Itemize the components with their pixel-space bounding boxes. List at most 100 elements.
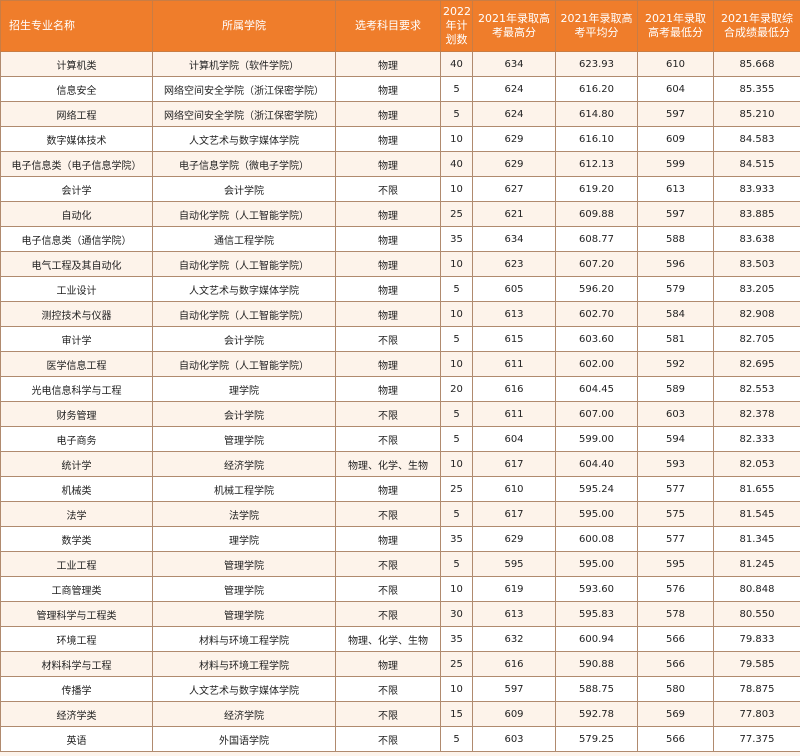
header-min-composite: 2021年录取综合成绩最低分 xyxy=(713,0,800,52)
cell-max-score: 617 xyxy=(472,451,556,477)
cell-subject-requirement: 物理 xyxy=(335,151,441,177)
cell-avg-score: 614.80 xyxy=(555,101,638,127)
cell-min-score: 577 xyxy=(637,476,714,502)
table-row: 审计学 会计学院 不限 5 615 603.60 581 82.705 xyxy=(0,326,800,352)
cell-major-name: 环境工程 xyxy=(0,626,153,652)
cell-avg-score: 595.00 xyxy=(555,551,638,577)
header-avg-score: 2021年录取高考平均分 xyxy=(555,0,638,52)
cell-major-name: 信息安全 xyxy=(0,76,153,102)
cell-college: 会计学院 xyxy=(152,176,336,202)
cell-min-score: 593 xyxy=(637,451,714,477)
cell-plan-count: 35 xyxy=(440,526,473,552)
cell-college: 机械工程学院 xyxy=(152,476,336,502)
cell-max-score: 613 xyxy=(472,601,556,627)
table-row: 电子商务 管理学院 不限 5 604 599.00 594 82.333 xyxy=(0,426,800,452)
cell-min-composite: 83.885 xyxy=(713,201,800,227)
cell-max-score: 619 xyxy=(472,576,556,602)
table-body: 计算机类 计算机学院（软件学院） 物理 40 634 623.93 610 85.668 信息安… xyxy=(0,51,800,752)
header-min-score: 2021年录取高考最低分 xyxy=(637,0,714,52)
cell-plan-count: 40 xyxy=(440,51,473,77)
cell-subject-requirement: 物理 xyxy=(335,51,441,77)
cell-min-composite: 79.585 xyxy=(713,651,800,677)
cell-major-name: 材料科学与工程 xyxy=(0,651,153,677)
cell-max-score: 629 xyxy=(472,526,556,552)
cell-plan-count: 40 xyxy=(440,151,473,177)
cell-avg-score: 595.24 xyxy=(555,476,638,502)
cell-plan-count: 20 xyxy=(440,376,473,402)
cell-min-score: 566 xyxy=(637,726,714,752)
cell-avg-score: 602.70 xyxy=(555,301,638,327)
cell-max-score: 632 xyxy=(472,626,556,652)
cell-avg-score: 600.94 xyxy=(555,626,638,652)
cell-college: 法学院 xyxy=(152,501,336,527)
cell-plan-count: 5 xyxy=(440,101,473,127)
cell-min-score: 596 xyxy=(637,251,714,277)
cell-avg-score: 593.60 xyxy=(555,576,638,602)
cell-min-composite: 85.668 xyxy=(713,51,800,77)
cell-max-score: 634 xyxy=(472,51,556,77)
table-row: 英语 外国语学院 不限 5 603 579.25 566 77.375 xyxy=(0,726,800,752)
cell-max-score: 629 xyxy=(472,151,556,177)
cell-subject-requirement: 不限 xyxy=(335,551,441,577)
cell-subject-requirement: 物理、化学、生物 xyxy=(335,451,441,477)
cell-major-name: 医学信息工程 xyxy=(0,351,153,377)
cell-min-score: 610 xyxy=(637,51,714,77)
table-row: 统计学 经济学院 物理、化学、生物 10 617 604.40 593 82.053 xyxy=(0,451,800,477)
cell-max-score: 613 xyxy=(472,301,556,327)
cell-avg-score: 599.00 xyxy=(555,426,638,452)
cell-min-score: 604 xyxy=(637,76,714,102)
cell-major-name: 工业工程 xyxy=(0,551,153,577)
cell-min-composite: 80.848 xyxy=(713,576,800,602)
cell-subject-requirement: 物理 xyxy=(335,76,441,102)
cell-plan-count: 25 xyxy=(440,651,473,677)
cell-min-score: 578 xyxy=(637,601,714,627)
cell-plan-count: 10 xyxy=(440,126,473,152)
cell-max-score: 610 xyxy=(472,476,556,502)
table-row: 数学类 理学院 物理 35 629 600.08 577 81.345 xyxy=(0,526,800,552)
cell-min-score: 566 xyxy=(637,651,714,677)
cell-subject-requirement: 物理 xyxy=(335,101,441,127)
cell-avg-score: 588.75 xyxy=(555,676,638,702)
cell-avg-score: 590.88 xyxy=(555,651,638,677)
cell-min-score: 589 xyxy=(637,376,714,402)
cell-subject-requirement: 物理 xyxy=(335,526,441,552)
cell-min-composite: 84.583 xyxy=(713,126,800,152)
cell-major-name: 机械类 xyxy=(0,476,153,502)
cell-max-score: 624 xyxy=(472,76,556,102)
cell-avg-score: 600.08 xyxy=(555,526,638,552)
cell-college: 经济学院 xyxy=(152,451,336,477)
cell-min-score: 579 xyxy=(637,276,714,302)
cell-min-composite: 77.375 xyxy=(713,726,800,752)
cell-major-name: 电子信息类（通信学院） xyxy=(0,226,153,252)
table-row: 工商管理类 管理学院 不限 10 619 593.60 576 80.848 xyxy=(0,576,800,602)
cell-min-score: 584 xyxy=(637,301,714,327)
cell-avg-score: 604.45 xyxy=(555,376,638,402)
cell-avg-score: 595.00 xyxy=(555,501,638,527)
cell-avg-score: 609.88 xyxy=(555,201,638,227)
cell-major-name: 工业设计 xyxy=(0,276,153,302)
table-row: 电子信息类（电子信息学院） 电子信息学院（微电子学院） 物理 40 629 612.13 5… xyxy=(0,151,800,177)
cell-max-score: 615 xyxy=(472,326,556,352)
cell-college: 计算机学院（软件学院） xyxy=(152,51,336,77)
cell-college: 自动化学院（人工智能学院） xyxy=(152,251,336,277)
cell-subject-requirement: 物理 xyxy=(335,651,441,677)
cell-avg-score: 619.20 xyxy=(555,176,638,202)
cell-min-composite: 85.355 xyxy=(713,76,800,102)
cell-max-score: 624 xyxy=(472,101,556,127)
cell-min-composite: 83.933 xyxy=(713,176,800,202)
cell-major-name: 会计学 xyxy=(0,176,153,202)
cell-max-score: 604 xyxy=(472,426,556,452)
cell-college: 会计学院 xyxy=(152,326,336,352)
cell-min-composite: 80.550 xyxy=(713,601,800,627)
cell-avg-score: 603.60 xyxy=(555,326,638,352)
cell-plan-count: 10 xyxy=(440,351,473,377)
cell-major-name: 法学 xyxy=(0,501,153,527)
cell-min-composite: 81.245 xyxy=(713,551,800,577)
table-row: 会计学 会计学院 不限 10 627 619.20 613 83.933 xyxy=(0,176,800,202)
table-row: 电气工程及其自动化 自动化学院（人工智能学院） 物理 10 623 607.20 596 83… xyxy=(0,251,800,277)
cell-major-name: 财务管理 xyxy=(0,401,153,427)
cell-subject-requirement: 物理 xyxy=(335,301,441,327)
cell-min-score: 588 xyxy=(637,226,714,252)
cell-subject-requirement: 物理 xyxy=(335,226,441,252)
header-major-name: 招生专业名称 xyxy=(0,0,153,52)
